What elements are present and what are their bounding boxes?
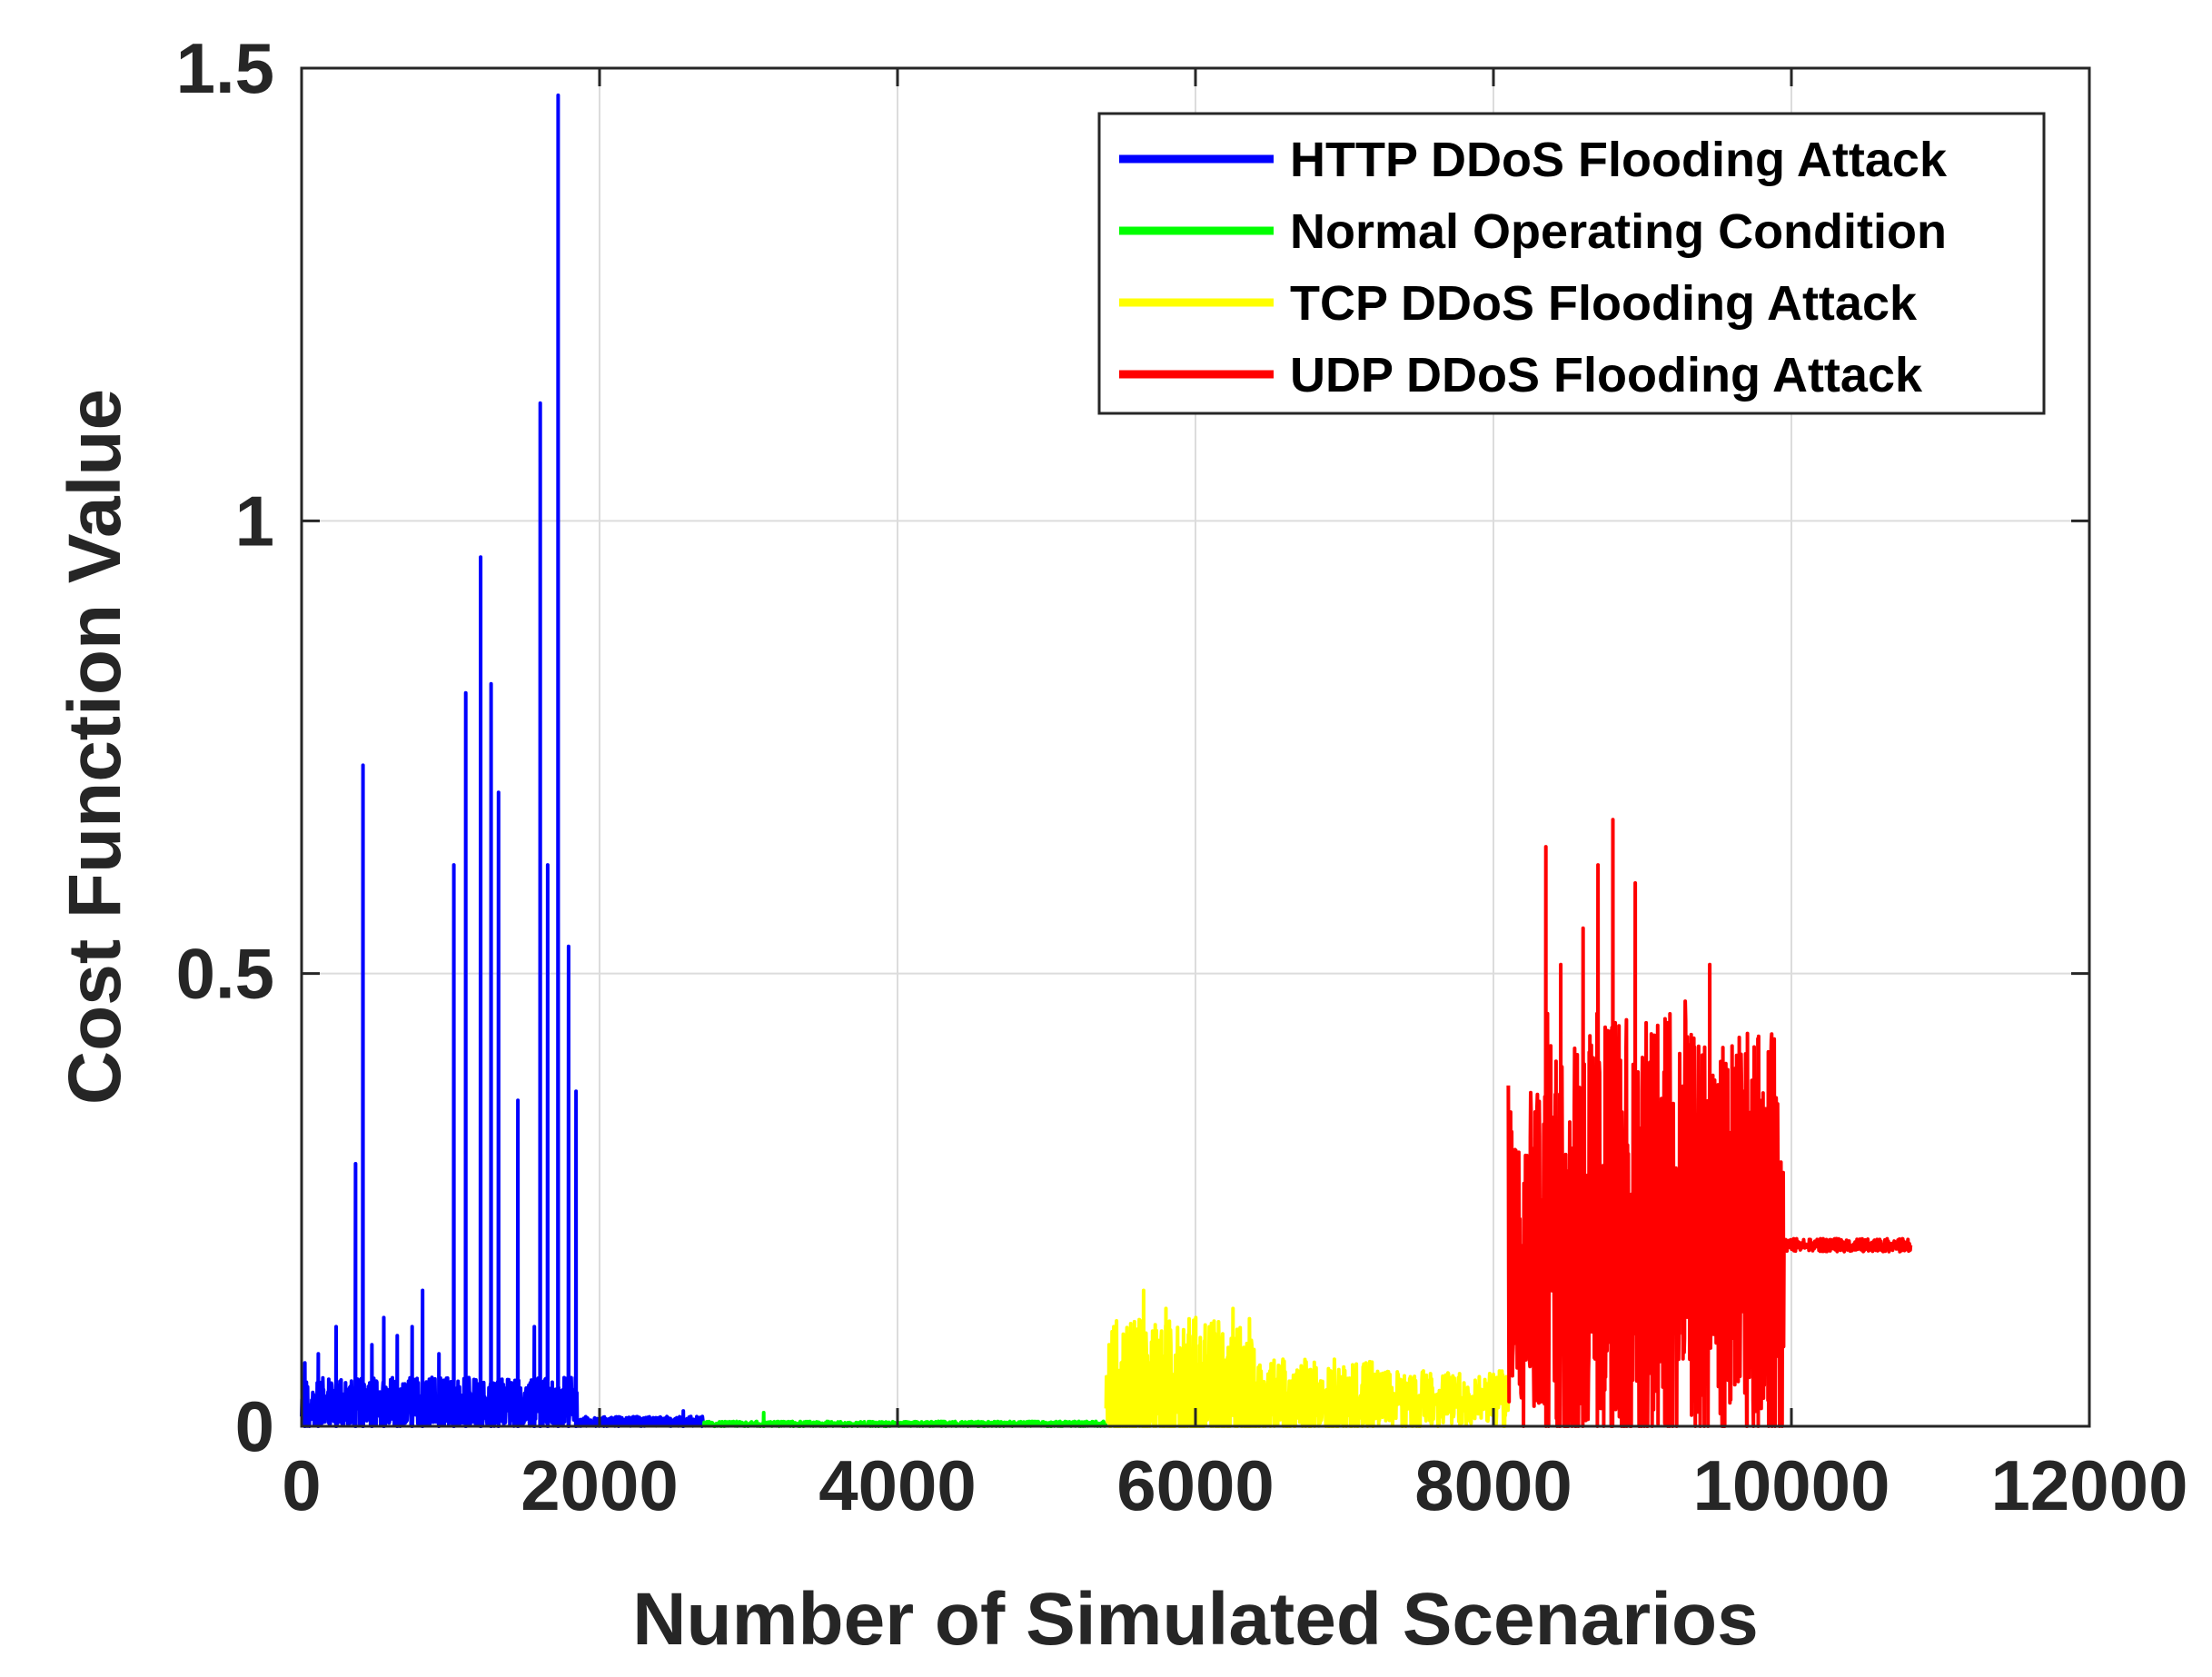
series-layer bbox=[300, 93, 1913, 1428]
x-tick-label: 12000 bbox=[1991, 1445, 2188, 1525]
series-line-2 bbox=[701, 1411, 1108, 1428]
legend-label-3: TCP DDoS Flooding Attack bbox=[1290, 276, 1918, 331]
x-tick-label: 2000 bbox=[521, 1445, 679, 1525]
y-tick-label: 0 bbox=[235, 1386, 274, 1466]
x-tick-label: 0 bbox=[282, 1445, 321, 1525]
x-tick-label: 4000 bbox=[818, 1445, 977, 1525]
legend-label-2: Normal Operating Condition bbox=[1290, 204, 1947, 259]
y-tick-label: 0.5 bbox=[176, 934, 274, 1014]
y-tick-label: 1 bbox=[235, 481, 274, 561]
legend-label-4: UDP DDoS Flooding Attack bbox=[1290, 348, 1923, 402]
series-line-4 bbox=[1506, 818, 1913, 1428]
x-axis-label: Number of Simulated Scenarios bbox=[632, 1578, 1758, 1661]
x-tick-labels: 0 2000 4000 6000 8000 10000 12000 bbox=[282, 1445, 2187, 1525]
series-line-3 bbox=[1104, 1288, 1511, 1428]
y-tick-label: 1.5 bbox=[176, 28, 274, 108]
y-axis-label: Cost Function Value bbox=[54, 389, 136, 1105]
legend: HTTP DDoS Flooding Attack Normal Operatin… bbox=[1097, 112, 2046, 415]
x-tick-label: 10000 bbox=[1693, 1445, 1890, 1525]
x-tick-label: 6000 bbox=[1116, 1445, 1275, 1525]
legend-box bbox=[1097, 112, 2046, 415]
x-tick-label: 8000 bbox=[1414, 1445, 1572, 1525]
legend-label-1: HTTP DDoS Flooding Attack bbox=[1290, 133, 1948, 187]
y-tick-labels: 0 0.5 1 1.5 bbox=[176, 28, 274, 1466]
series-line-1 bbox=[300, 93, 706, 1428]
ticks bbox=[300, 66, 2091, 1428]
